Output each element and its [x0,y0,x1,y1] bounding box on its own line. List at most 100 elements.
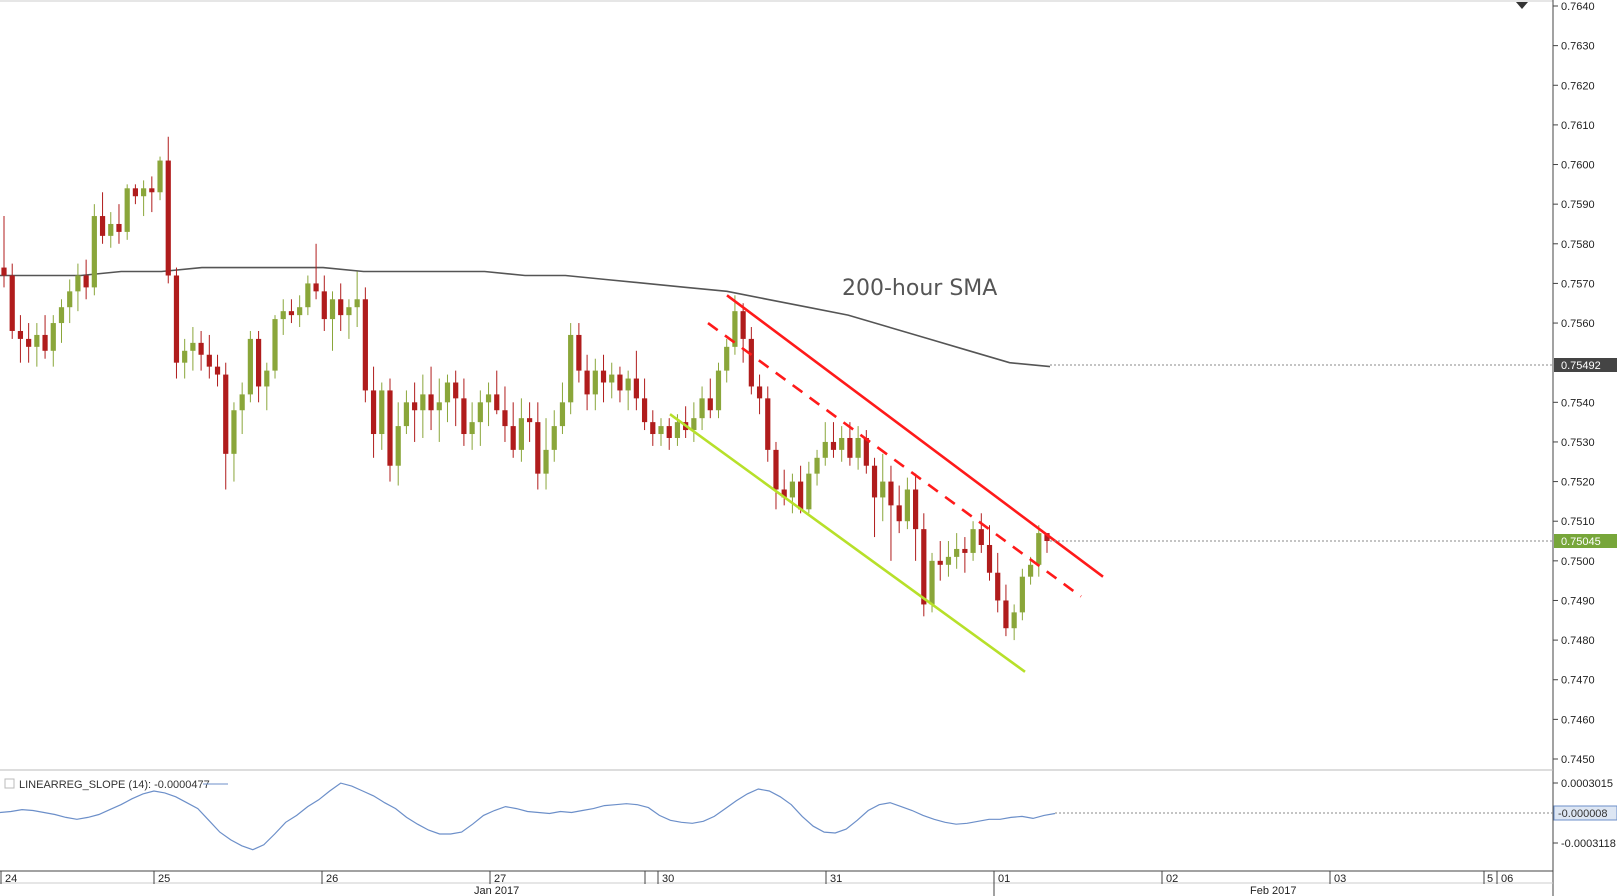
candle-down [214,354,221,387]
candle-body [444,382,451,403]
candle-down [362,287,368,403]
candle-up [625,370,631,411]
candle-body [362,299,368,391]
candle-body [773,449,779,490]
linearreg-slope-line [0,782,1056,851]
candle-body [584,370,590,395]
candle-up [58,299,65,343]
candle-body [543,449,549,474]
candle-up [806,461,812,514]
candle-body [1011,612,1017,629]
candle-up [691,402,697,442]
candle-down [650,410,656,446]
candle-body [847,437,853,458]
price-tick-label: 0.7470 [1561,675,1595,687]
indicator-tick-lower-label: -0.0003118 [1561,838,1616,850]
candle-down [1003,584,1009,637]
candle-body [822,441,828,458]
candle-up [839,426,845,462]
candle-body [91,216,97,288]
price-tick-label: 0.7600 [1561,160,1595,172]
chevron-down-icon[interactable] [1516,2,1528,9]
candle-down [576,323,582,383]
candle-down [198,330,204,371]
trendline-resistance[interactable] [726,294,1104,578]
candle-body [724,346,730,371]
candle-body [182,350,188,363]
candle-body [214,366,221,375]
candle-down [633,350,639,411]
candle-body [650,422,656,435]
trendline-mid-channel[interactable] [707,322,1082,598]
candle-down [847,422,853,466]
candle-down [748,327,754,395]
candle-body [1027,564,1034,577]
candle-down [206,334,212,379]
price-tick-label: 0.7530 [1561,437,1595,449]
x-label-02: 02 [1166,873,1178,885]
candle-down [502,386,508,442]
candle-body [165,160,171,276]
candle-down [888,465,894,561]
candle-up [518,398,524,462]
candle-up [91,204,97,296]
candle-body [58,307,65,324]
candle-down [773,441,779,510]
x-label-01: 01 [998,873,1010,885]
candle-up [822,422,828,466]
candle-down [510,402,516,458]
indicator-close-box[interactable] [4,778,15,789]
candle-up [305,275,311,316]
candle-body [707,398,713,411]
candle-body [986,544,993,573]
candle-up [264,362,270,411]
sma-200-line [0,266,1051,368]
candle-body [461,398,467,435]
candle-body [321,291,327,320]
candle-body [17,330,24,339]
candle-down [99,192,106,244]
indicator-layer [0,782,1056,851]
candle-down [641,378,648,431]
x-month-feb: Feb 2017 [1250,885,1296,896]
candle-body [855,437,861,458]
trendlines-layer [669,294,1104,673]
candle-down [428,366,434,431]
candle-body [559,402,566,427]
candle-up [272,315,278,379]
candle-up [945,541,952,577]
price-tick-label: 0.7640 [1561,1,1595,13]
candle-body [346,307,352,316]
candle-body [1,267,7,276]
candle-body [600,370,607,383]
candle-body [272,319,278,371]
candle-down [781,469,787,506]
candle-down [707,378,713,419]
candle-body [781,489,787,498]
x-month-jan: Jan 2017 [474,885,519,896]
candle-body [9,275,15,331]
candle-up [297,295,303,328]
candle-up [592,358,598,411]
candle-body [255,338,262,387]
last-price-badge: 0.75045 [1554,534,1617,548]
candle-body [921,529,927,605]
candle-body [699,398,705,419]
candle-down [600,354,607,403]
candle-body [954,548,960,557]
candle-body [67,291,73,308]
candle-down [370,366,377,458]
candle-down [535,402,541,490]
candle-up [543,418,549,490]
candle-body [288,311,295,316]
candle-up [1019,568,1025,621]
sma-value-badge: 0.75492 [1554,358,1617,372]
candle-body [502,410,508,427]
x-label-25: 25 [158,873,170,885]
candle-body [756,386,763,399]
candle-body [485,394,492,403]
candle-body [132,188,139,197]
candle-down [978,513,984,553]
trendline-support[interactable] [669,413,1026,673]
